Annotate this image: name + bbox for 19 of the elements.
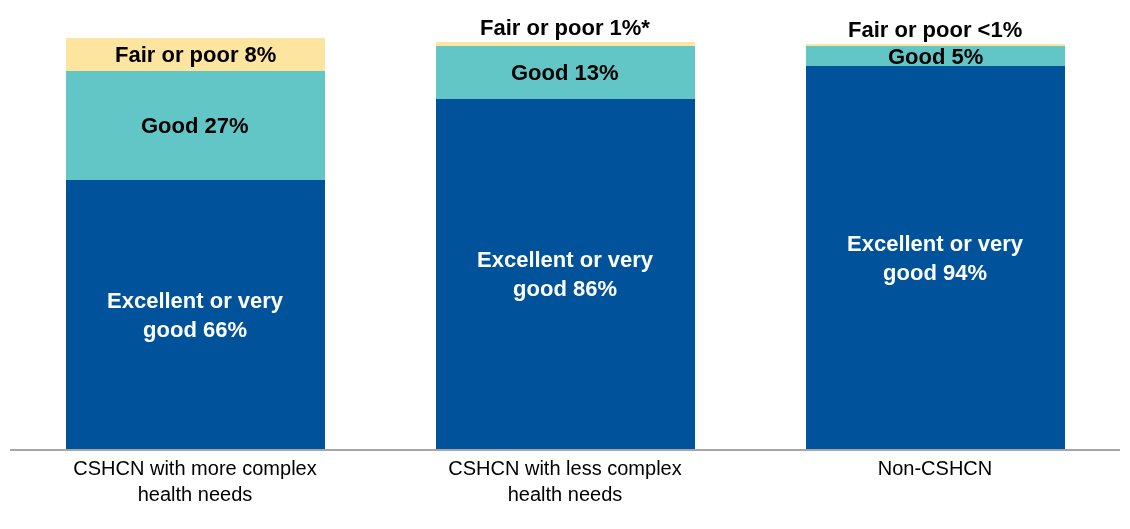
bar <box>435 42 695 47</box>
x-tick-label: CSHCN with more complex health needs <box>73 457 317 505</box>
bar <box>435 46 695 100</box>
bar <box>65 70 325 181</box>
bar <box>805 66 1065 449</box>
data-label: Good 27% <box>141 113 249 138</box>
data-label: Excellent or very good 94% <box>847 231 1024 285</box>
data-label: Excellent or very good 86% <box>477 247 654 301</box>
bar <box>65 180 325 449</box>
data-label: Good 5% <box>888 44 984 69</box>
data-label: Fair or poor 8% <box>115 42 277 67</box>
data-label: Good 13% <box>511 60 619 85</box>
x-tick-label: Non-CSHCN <box>877 457 993 479</box>
x-tick-label: CSHCN with less complex health needs <box>448 457 682 505</box>
data-label: Excellent or very good 66% <box>107 288 284 342</box>
data-label: Fair or poor <1% <box>848 17 1023 42</box>
bar <box>805 44 1065 47</box>
bar <box>435 99 695 449</box>
data-label: Fair or poor 1%* <box>480 15 651 40</box>
